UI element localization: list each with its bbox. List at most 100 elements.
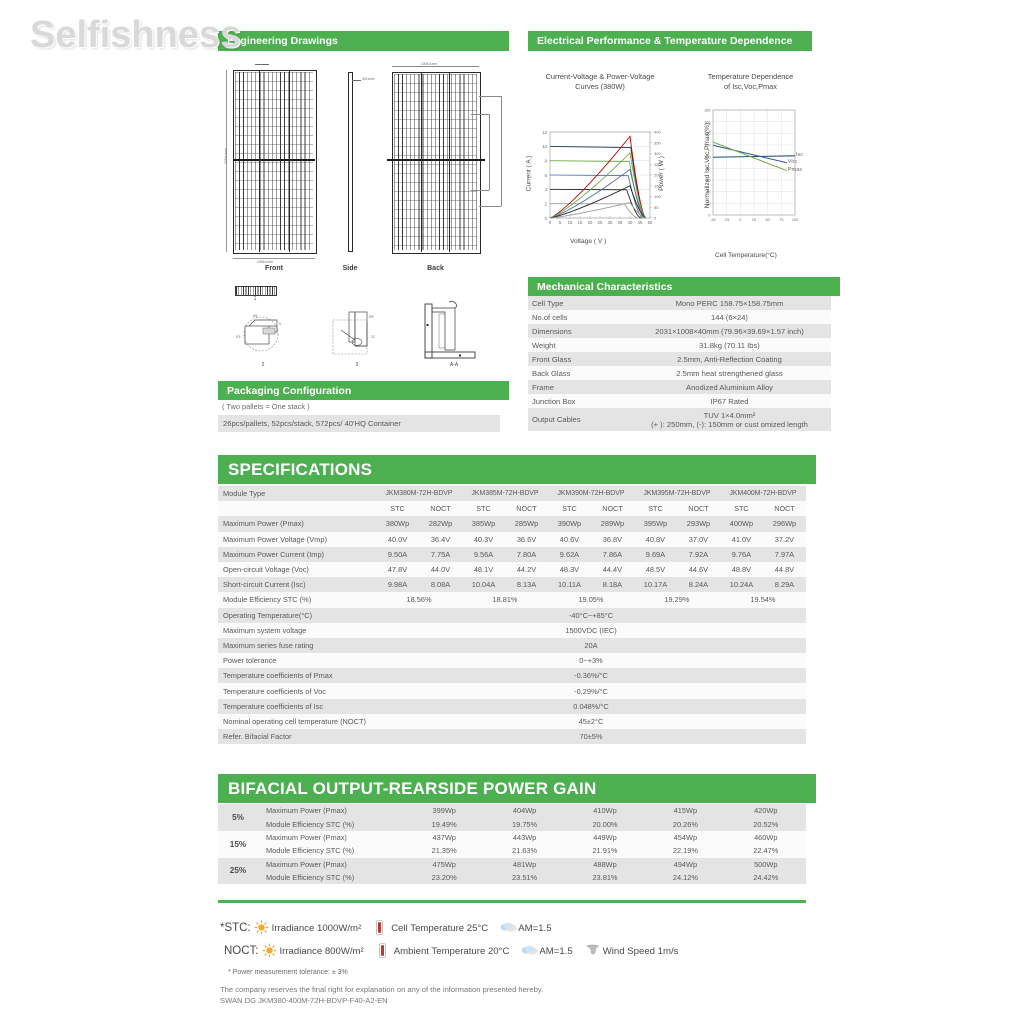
bifacial-row-label: Module Efficiency STC (%) xyxy=(266,846,355,856)
footer-condition-item: AM=1.5 xyxy=(500,920,552,936)
section-title-bifacial: BIFACIAL OUTPUT-REARSIDE POWER GAIN xyxy=(228,778,597,798)
svg-text:12: 12 xyxy=(371,335,375,339)
mechanical-value: TUV 1×4.0mm² (+ ): 250mm, (-): 150mm or c… xyxy=(651,410,808,429)
spec-value: 44.8V xyxy=(774,565,795,575)
svg-text:5: 5 xyxy=(559,220,562,225)
spec-value: 400Wp xyxy=(729,519,754,529)
footer-stc-label: *STC: xyxy=(220,922,251,934)
spec-value: 10.17A xyxy=(643,580,668,590)
svg-text:40: 40 xyxy=(706,190,710,194)
engineering-drawings-figure: 2031±2mm 1008±1mm Front 40±1mm Side 1008… xyxy=(215,58,515,283)
svg-text:20: 20 xyxy=(706,202,710,206)
spec-row-label: Operating Temperature(°C) xyxy=(223,610,313,620)
spec-value: 48.3V xyxy=(559,565,580,575)
spec-value: 390Wp xyxy=(557,519,582,529)
svg-text:12: 12 xyxy=(542,130,547,135)
footer-doc-code: SWAN DG JKM380-400M-72H-BDVP-F40-A2-EN xyxy=(220,996,388,1005)
spec-row-label: Maximum series fuse rating xyxy=(223,640,314,650)
table-row: Short-circuit Current (Isc) 9.98A 8.08A 10.… xyxy=(218,577,806,593)
svg-text:30: 30 xyxy=(608,220,613,225)
svg-text:100: 100 xyxy=(704,155,710,159)
spec-value: 44.4V xyxy=(602,565,623,575)
spec-row-label xyxy=(218,501,376,516)
table-row: Back Glass 2.5mm heat strengthened glass xyxy=(528,366,831,380)
condition-header: STC xyxy=(734,504,749,514)
svg-text:80: 80 xyxy=(706,167,710,171)
bifacial-output-table: 5% Maximum Power (Pmax) 399Wp 404Wp 410Wp 415… xyxy=(218,804,806,885)
module-type-header: JKM380M-72H-BDVP xyxy=(385,490,453,498)
svg-text:350: 350 xyxy=(654,140,661,145)
spec-value: 10.11A xyxy=(558,580,581,590)
svg-text:Ø4: Ø4 xyxy=(253,314,258,318)
footer-condition-text: Ambient Temperature 20°C xyxy=(393,945,510,957)
table-row: Module Efficiency STC (%) 18.56% 18.81% 19.… xyxy=(218,592,806,608)
detail-drawings-figure: 1 Ø4 R3 9 2 Ø9 12 3 xyxy=(225,282,505,374)
condition-header: NOCT xyxy=(688,504,709,514)
table-row: Temperature coefficients of Isc 0.048%/°C xyxy=(218,698,806,714)
drawing-label-front: Front xyxy=(265,265,283,272)
wind-icon xyxy=(585,943,601,959)
spec-value: 282Wp xyxy=(428,519,453,529)
condition-header: NOCT xyxy=(430,504,451,514)
footer-condition-item: Irradiance 800W/m² xyxy=(262,943,364,959)
spec-value: 293Wp xyxy=(686,519,711,529)
table-row: Temperature coefficients of Voc -0.29%/°C xyxy=(218,683,806,699)
footer-condition-text: Irradiance 1000W/m² xyxy=(271,922,362,934)
table-row: Frame Anodized Aluminium Alloy xyxy=(528,380,831,394)
bifacial-value: 415Wp xyxy=(673,806,698,816)
bifacial-row-label: Module Efficiency STC (%) xyxy=(266,819,355,829)
bifacial-value: 500Wp xyxy=(754,859,778,869)
spec-value: 10.24A xyxy=(729,580,754,590)
spec-value: 0.048%/°C xyxy=(573,701,609,711)
spec-value: 7.92A xyxy=(688,549,709,559)
spec-value: 70±5% xyxy=(579,732,603,742)
dim-front-height: 2031±2mm xyxy=(223,148,228,164)
bifacial-value: 443Wp xyxy=(512,832,537,842)
mechanical-key: Frame xyxy=(532,382,554,392)
spec-value: 8.08A xyxy=(430,580,451,590)
table-row: Module Efficiency STC (%) 21.35% 21.63% 21.… xyxy=(218,844,806,858)
spec-value: 9.56A xyxy=(473,549,494,559)
footer-tolerance-note: * Power measurement tolerance: ± 3% xyxy=(228,969,348,976)
mechanical-value: IP67 Rated xyxy=(710,396,749,406)
svg-text:0: 0 xyxy=(545,216,548,221)
bifacial-value: 20.52% xyxy=(753,819,779,829)
spec-row-label: Temperature coefficients of Voc xyxy=(223,686,326,696)
svg-text:60: 60 xyxy=(706,179,710,183)
spec-value: 9.98A xyxy=(387,580,408,590)
svg-text:9: 9 xyxy=(279,322,281,326)
footer-condition-text: AM=1.5 xyxy=(539,945,573,957)
svg-text:6: 6 xyxy=(545,173,548,178)
series-label-isc: Isc xyxy=(796,151,804,158)
table-row: Dimensions 2031×1008×40mm (79.96×39.69×1.… xyxy=(528,324,831,338)
footer-condition-text: Irradiance 800W/m² xyxy=(279,945,364,957)
section-title-engineering-drawings: Engineering Drawings xyxy=(227,35,338,47)
spec-value: 19.54% xyxy=(750,595,776,605)
spec-row-label: Module Efficiency STC (%) xyxy=(223,595,312,605)
svg-text:40: 40 xyxy=(628,220,633,225)
condition-header: STC xyxy=(648,504,663,514)
footer-noct-line: NOCT: Irradiance 800W/m² Ambient Temperat… xyxy=(224,943,690,959)
svg-text:35: 35 xyxy=(618,220,623,225)
table-row: Module Efficiency STC (%) 23.20% 23.51% 23.… xyxy=(218,870,806,885)
spec-value: 40.6V xyxy=(559,534,580,544)
svg-text:2: 2 xyxy=(545,201,548,206)
bifacial-value: 437Wp xyxy=(432,832,456,842)
chart-iv-xlabel: Voltage ( V ) xyxy=(570,238,607,245)
section-title-specifications: SPECIFICATIONS xyxy=(228,459,373,479)
svg-text:20: 20 xyxy=(588,220,593,225)
svg-text:15: 15 xyxy=(578,220,583,225)
table-row: Power tolerance 0~+3% xyxy=(218,653,806,669)
footer-condition-text: AM=1.5 xyxy=(518,922,552,934)
bifacial-value: 21.91% xyxy=(592,846,618,856)
spec-value: 289Wp xyxy=(600,519,625,529)
svg-text:25: 25 xyxy=(598,220,603,225)
chart-title-temp: Temperature Dependence of Isc,Voc,Pmax xyxy=(707,72,794,91)
mechanical-key: No.of cells xyxy=(532,312,568,322)
svg-text:0: 0 xyxy=(549,220,552,225)
chart-temperature-dependence: Temperature Dependence of Isc,Voc,Pmax 0 2… xyxy=(683,70,818,270)
spec-row-label: Short-circuit Current (Isc) xyxy=(223,580,306,590)
table-row: 15% Maximum Power (Pmax) 437Wp 443Wp 449Wp 45… xyxy=(218,830,806,849)
packaging-value: 26pcs/pallets, 52pcs/stack, 572pcs/ 40'H… xyxy=(218,415,500,432)
